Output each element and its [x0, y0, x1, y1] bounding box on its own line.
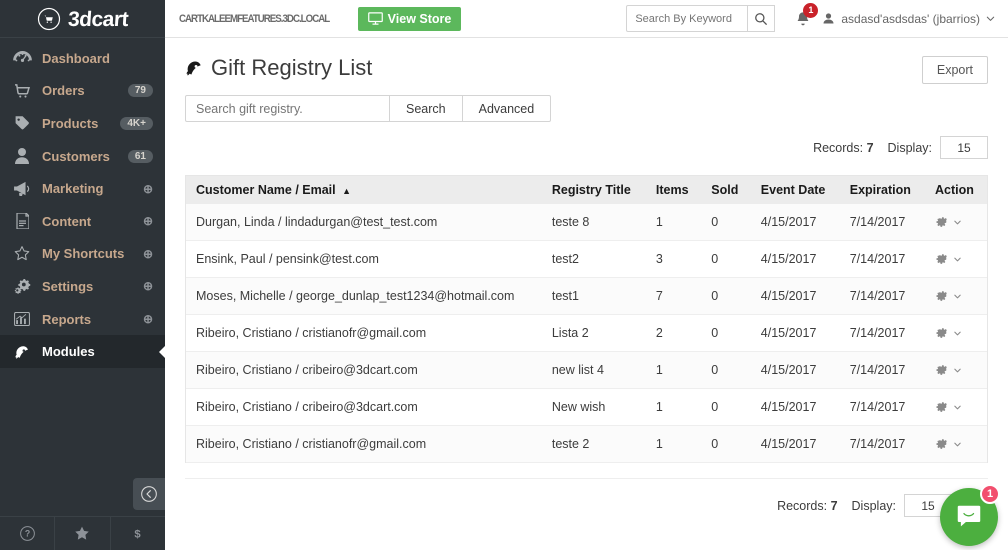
svg-text:?: ? [24, 529, 29, 539]
svg-text:$: $ [135, 528, 142, 540]
